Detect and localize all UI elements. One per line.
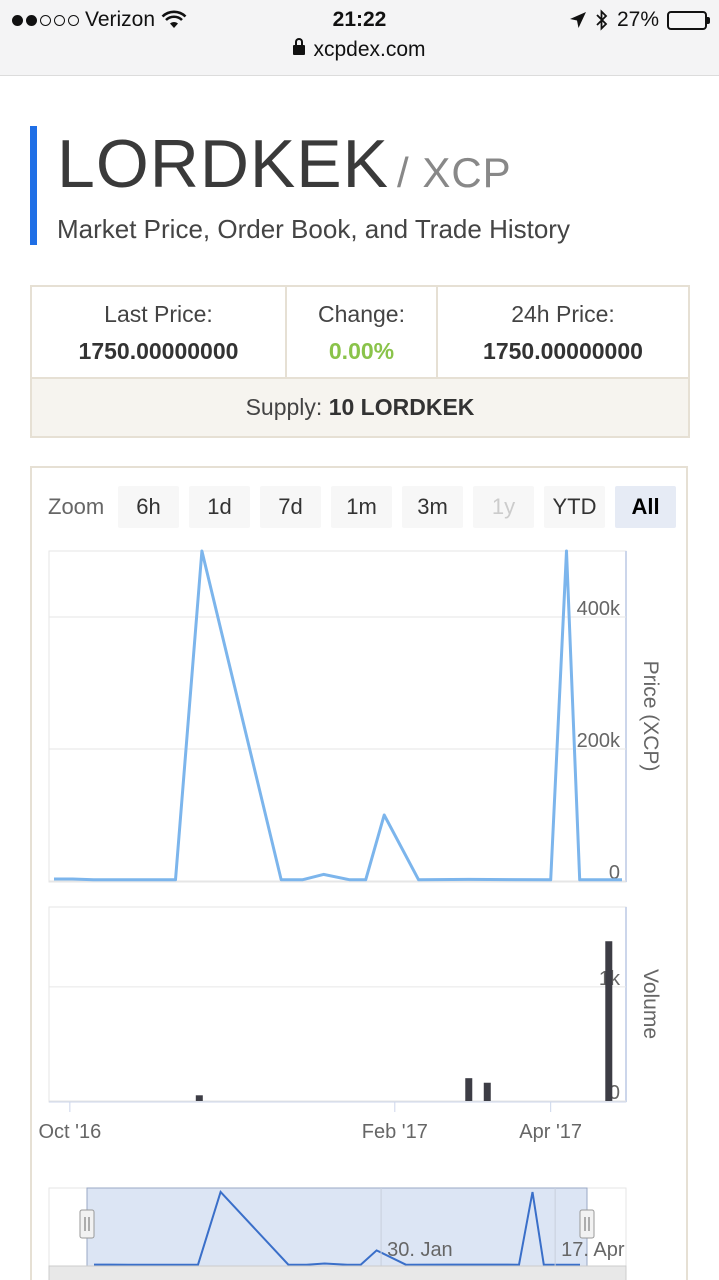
price-tick-label: 0 — [609, 862, 620, 884]
zoom-label: Zoom — [48, 494, 105, 519]
zoom-ytd-button[interactable]: YTD — [544, 486, 605, 528]
price-tick-label: 400k — [577, 598, 621, 620]
change-label: Change: — [318, 301, 405, 327]
battery-percent: 27% — [616, 8, 659, 31]
page-subtitle: Market Price, Order Book, and Trade Hist… — [57, 214, 570, 244]
url-bar[interactable]: xcpdex.com — [0, 38, 719, 62]
x-tick-label: Oct '16 — [38, 1121, 101, 1143]
carrier-info: Verizon — [12, 8, 187, 32]
url-text: xcpdex.com — [313, 38, 426, 61]
carrier-name: Verizon — [85, 8, 156, 31]
clock: 21:22 — [332, 8, 387, 31]
volume-bar — [605, 941, 613, 1101]
price-24h-value: 1750.00000000 — [483, 338, 643, 364]
zoom-3m-button[interactable]: 3m — [402, 486, 463, 528]
status-right: 27% — [569, 8, 710, 32]
last-price-value: 1750.00000000 — [78, 338, 239, 364]
market-stats: Last Price: 1750.00000000 Change: 0.00% … — [30, 285, 690, 438]
supply-label: Supply: — [245, 394, 323, 420]
last-price-cell: Last Price: 1750.00000000 — [32, 287, 285, 377]
zoom-7d-button[interactable]: 7d — [260, 486, 321, 528]
change-value: 0.00% — [328, 338, 395, 364]
zoom-6h-button[interactable]: 6h — [118, 486, 179, 528]
page-header: LORDKEK / XCP Market Price, Order Book, a… — [30, 126, 570, 245]
x-tick-label: Apr '17 — [519, 1121, 582, 1143]
signal-dots-icon — [12, 14, 79, 26]
quote-asset: / XCP — [397, 149, 512, 196]
navigator-date-label: 30. Jan — [387, 1239, 453, 1261]
wifi-icon — [161, 10, 187, 28]
navigator-scrollbar[interactable] — [48, 1265, 627, 1280]
battery-icon — [667, 10, 710, 30]
navigator-right-handle[interactable] — [579, 1209, 595, 1239]
volume-bar — [465, 1078, 473, 1101]
price-24h-cell: 24h Price: 1750.00000000 — [436, 287, 688, 377]
status-bar: Verizon 21:22 27% xcpdex.com — [0, 0, 719, 76]
price-tick-label: 200k — [577, 730, 621, 752]
volume-bar — [483, 1082, 491, 1101]
change-cell: Change: 0.00% — [285, 287, 436, 377]
volume-bar — [195, 1095, 203, 1101]
location-arrow-icon — [569, 12, 586, 28]
range-navigator[interactable]: 30. Jan 17. Apr — [48, 1187, 627, 1280]
asset-name: LORDKEK — [57, 126, 389, 202]
navigator-left-handle[interactable] — [79, 1209, 95, 1239]
bluetooth-icon — [596, 9, 608, 31]
zoom-1y-button: 1y — [473, 486, 534, 528]
supply-value: 10 LORDKEK — [328, 394, 475, 420]
price-axis-title: Price (XCP) — [639, 661, 662, 772]
lock-icon — [293, 38, 306, 55]
zoom-selector: Zoom 6h 1d 7d 1m 3m 1y YTD All — [48, 486, 686, 528]
navigator-series-line — [94, 1190, 580, 1266]
navigator-date-label: 17. Apr — [561, 1239, 625, 1261]
price-series-line — [54, 549, 622, 882]
zoom-1d-button[interactable]: 1d — [189, 486, 250, 528]
last-price-label: Last Price: — [104, 301, 213, 327]
zoom-1m-button[interactable]: 1m — [331, 486, 392, 528]
price-chart-panel: Zoom 6h 1d 7d 1m 3m 1y YTD All 0 200k 400k… — [30, 466, 688, 1280]
zoom-all-button[interactable]: All — [615, 486, 676, 528]
supply-row: Supply: 10 LORDKEK — [32, 379, 688, 436]
volume-tick-label: 0 — [609, 1082, 620, 1104]
price-24h-label: 24h Price: — [511, 301, 615, 327]
volume-axis-title: Volume — [639, 969, 662, 1039]
page-title: LORDKEK / XCP — [57, 130, 570, 198]
x-tick-label: Feb '17 — [362, 1121, 428, 1143]
